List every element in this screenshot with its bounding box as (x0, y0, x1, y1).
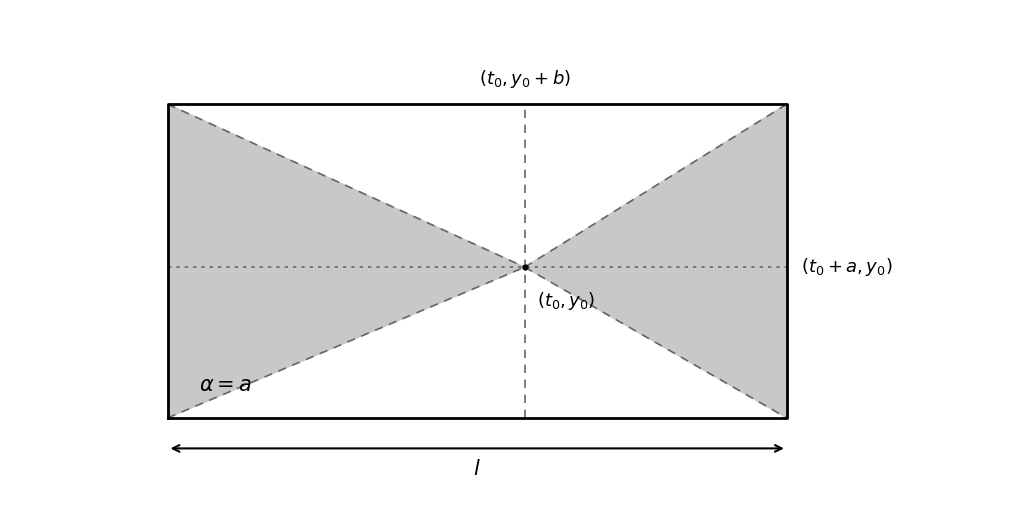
Polygon shape (524, 104, 786, 418)
Text: $(t_0, y_0)$: $(t_0, y_0)$ (537, 289, 595, 312)
Text: $(t_0+a, y_0)$: $(t_0+a, y_0)$ (801, 256, 893, 278)
Text: $(t_0, y_0+b)$: $(t_0, y_0+b)$ (479, 68, 570, 90)
Polygon shape (168, 104, 524, 418)
Text: $\alpha = a$: $\alpha = a$ (200, 377, 252, 396)
Text: $l$: $l$ (473, 459, 481, 479)
